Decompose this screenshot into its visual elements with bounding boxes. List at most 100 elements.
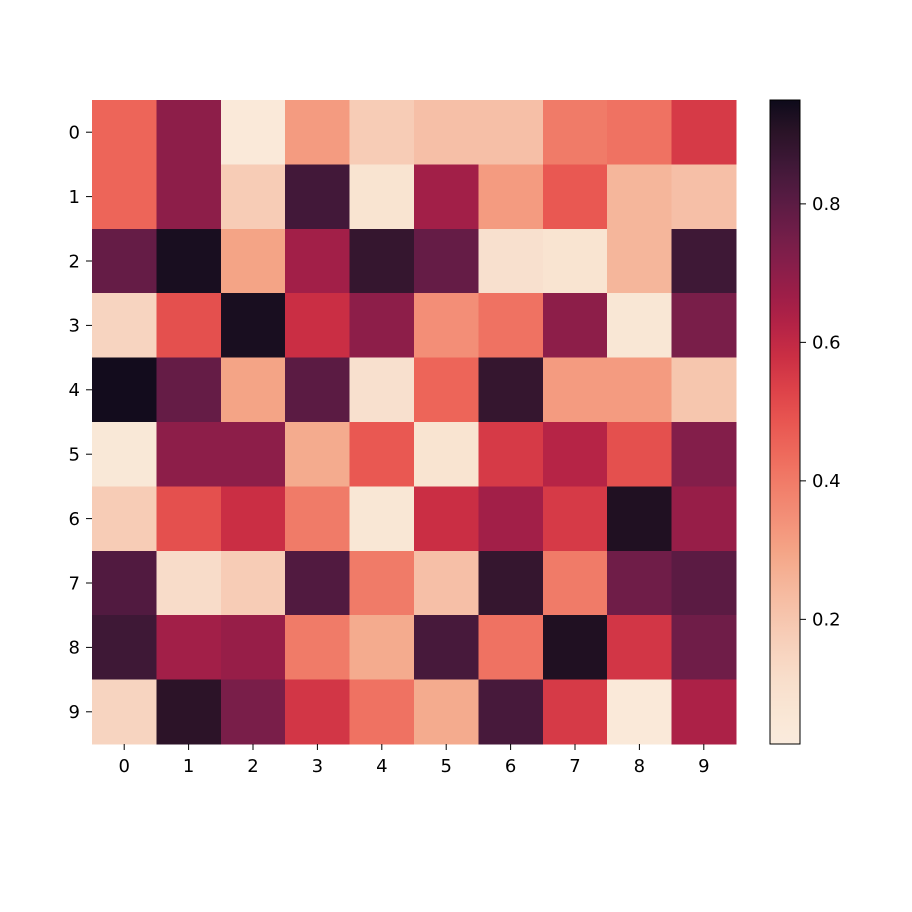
- heatmap-cell: [543, 229, 608, 294]
- x-tick-label: 7: [569, 756, 580, 777]
- heatmap-cell: [478, 358, 543, 423]
- heatmap-cell: [350, 615, 415, 680]
- heatmap-cell: [92, 164, 157, 229]
- heatmap-cell: [221, 551, 286, 616]
- heatmap-cell: [92, 551, 157, 616]
- heatmap-cell: [543, 680, 608, 745]
- heatmap-cell: [607, 100, 672, 165]
- heatmap-cell: [285, 358, 350, 423]
- heatmap-cell: [350, 293, 415, 358]
- x-tick-label: 3: [312, 756, 323, 777]
- heatmap-cell: [672, 615, 737, 680]
- heatmap-cell: [607, 680, 672, 745]
- y-tick-label: 4: [69, 380, 80, 401]
- heatmap-cell: [543, 551, 608, 616]
- heatmap-cell: [221, 680, 286, 745]
- heatmap-cell: [672, 100, 737, 165]
- heatmap-cell: [478, 551, 543, 616]
- x-tick-label: 2: [247, 756, 258, 777]
- heatmap-cell: [672, 422, 737, 487]
- heatmap-cell: [672, 229, 737, 294]
- heatmap-cell: [478, 164, 543, 229]
- x-tick-label: 4: [376, 756, 387, 777]
- y-axis: 0123456789: [69, 123, 92, 724]
- heatmap-cell: [607, 358, 672, 423]
- heatmap-cell: [156, 293, 221, 358]
- heatmap-cell: [156, 100, 221, 165]
- heatmap-cell: [414, 293, 479, 358]
- heatmap-cell: [350, 486, 415, 551]
- x-tick-label: 1: [183, 756, 194, 777]
- heatmap-cell: [156, 164, 221, 229]
- heatmap-cell: [607, 615, 672, 680]
- heatmap-cell: [285, 164, 350, 229]
- y-tick-label: 3: [69, 316, 80, 337]
- x-axis: 0123456789: [118, 744, 709, 777]
- heatmap-cell: [543, 615, 608, 680]
- y-tick-label: 6: [69, 509, 80, 530]
- heatmap-cell: [350, 422, 415, 487]
- heatmap-cell: [607, 164, 672, 229]
- x-tick-label: 5: [440, 756, 451, 777]
- heatmap-cell: [543, 486, 608, 551]
- heatmap-cell: [285, 229, 350, 294]
- heatmap-cell: [350, 229, 415, 294]
- heatmap-cell: [672, 551, 737, 616]
- heatmap-cells: [92, 100, 737, 745]
- heatmap-cell: [672, 164, 737, 229]
- heatmap-cell: [221, 422, 286, 487]
- y-tick-label: 0: [69, 123, 80, 144]
- heatmap-cell: [156, 680, 221, 745]
- heatmap-cell: [221, 358, 286, 423]
- heatmap-cell: [607, 551, 672, 616]
- heatmap-cell: [414, 358, 479, 423]
- heatmap-figure: 012345678901234567890.20.40.60.8: [0, 0, 912, 912]
- heatmap-cell: [478, 486, 543, 551]
- heatmap-cell: [350, 358, 415, 423]
- colorbar-gradient: [770, 100, 800, 744]
- y-tick-label: 5: [69, 445, 80, 466]
- heatmap-cell: [672, 680, 737, 745]
- heatmap-cell: [414, 615, 479, 680]
- heatmap-cell: [543, 293, 608, 358]
- heatmap-cell: [285, 422, 350, 487]
- heatmap-cell: [414, 100, 479, 165]
- colorbar-tick-label: 0.4: [812, 471, 841, 492]
- heatmap-cell: [478, 680, 543, 745]
- heatmap-cell: [285, 486, 350, 551]
- heatmap-cell: [221, 615, 286, 680]
- x-tick-label: 0: [118, 756, 129, 777]
- x-tick-label: 8: [634, 756, 645, 777]
- heatmap-cell: [414, 486, 479, 551]
- heatmap-cell: [92, 293, 157, 358]
- heatmap-cell: [92, 229, 157, 294]
- heatmap-cell: [414, 680, 479, 745]
- y-tick-label: 2: [69, 251, 80, 272]
- heatmap-cell: [221, 164, 286, 229]
- heatmap-cell: [92, 486, 157, 551]
- heatmap-cell: [350, 164, 415, 229]
- y-tick-label: 8: [69, 638, 80, 659]
- heatmap-cell: [285, 551, 350, 616]
- heatmap-cell: [607, 422, 672, 487]
- heatmap-cell: [478, 615, 543, 680]
- heatmap-cell: [414, 551, 479, 616]
- heatmap-cell: [92, 422, 157, 487]
- heatmap-cell: [92, 615, 157, 680]
- x-tick-label: 6: [505, 756, 516, 777]
- y-tick-label: 7: [69, 573, 80, 594]
- heatmap-cell: [672, 486, 737, 551]
- heatmap-cell: [92, 680, 157, 745]
- heatmap-cell: [478, 100, 543, 165]
- colorbar: 0.20.40.60.8: [770, 100, 841, 744]
- heatmap-cell: [607, 486, 672, 551]
- heatmap-cell: [350, 551, 415, 616]
- heatmap-cell: [350, 680, 415, 745]
- heatmap-cell: [414, 422, 479, 487]
- heatmap-cell: [92, 100, 157, 165]
- heatmap-cell: [221, 229, 286, 294]
- heatmap-cell: [285, 615, 350, 680]
- heatmap-cell: [543, 164, 608, 229]
- heatmap-cell: [156, 229, 221, 294]
- heatmap-cell: [543, 358, 608, 423]
